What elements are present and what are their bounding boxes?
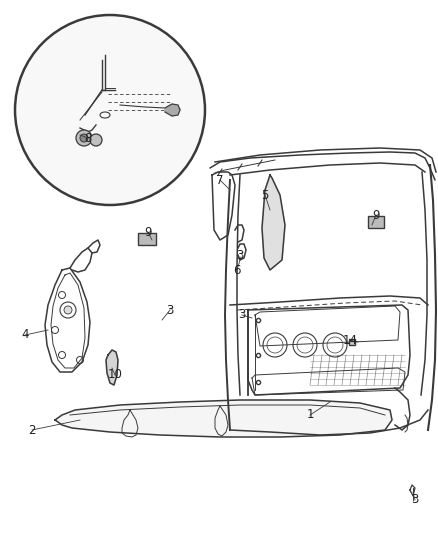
Text: 7: 7 [216,174,223,187]
Polygon shape [261,175,284,270]
Text: 3: 3 [410,494,418,506]
Circle shape [64,306,72,314]
Polygon shape [165,104,180,116]
Text: 1: 1 [306,408,313,422]
Text: 4: 4 [21,328,28,342]
Circle shape [80,134,88,142]
Text: 2: 2 [28,424,35,437]
Text: 8: 8 [84,132,92,144]
Bar [138,233,155,245]
Text: 3: 3 [236,248,243,262]
Text: 5: 5 [261,189,268,201]
Circle shape [76,130,92,146]
Text: 9: 9 [144,225,152,238]
Text: 9: 9 [371,208,379,222]
Bar [367,216,383,228]
Circle shape [90,134,102,146]
Text: 14: 14 [342,334,357,346]
Text: 3: 3 [166,303,173,317]
Polygon shape [55,400,391,437]
Text: 6: 6 [233,263,240,277]
Polygon shape [106,350,118,385]
Circle shape [15,15,205,205]
Text: 3: 3 [238,309,245,321]
Text: 10: 10 [107,368,122,382]
